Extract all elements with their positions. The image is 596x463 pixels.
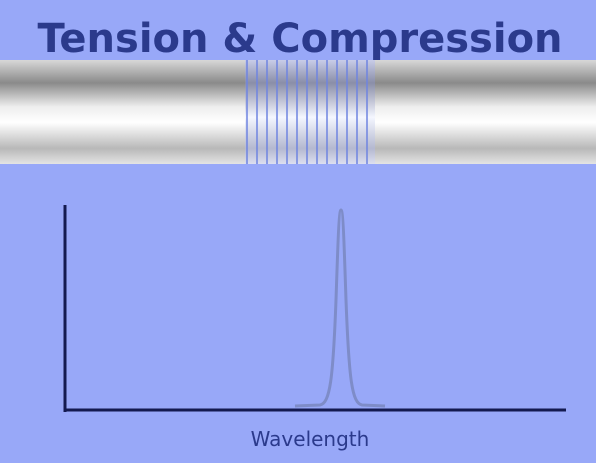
grating-region <box>245 60 375 164</box>
spectrum-peak <box>294 208 386 408</box>
x-axis-label: Wavelength <box>251 427 370 451</box>
grating-lines <box>246 60 368 164</box>
title: Tension & Compression <box>37 16 562 62</box>
